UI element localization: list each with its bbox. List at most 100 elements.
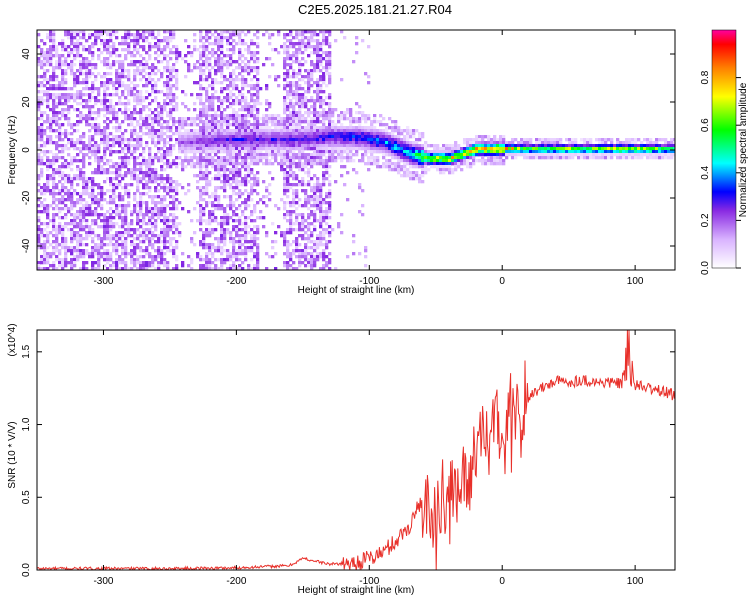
- spectrogram-cell: [298, 78, 302, 82]
- spectrogram-cell: [40, 132, 44, 136]
- spectrogram-cell: [118, 96, 122, 100]
- spectrogram-cell: [289, 39, 293, 43]
- spectrogram-cell: [64, 258, 68, 262]
- spectrogram-cell: [172, 249, 176, 253]
- spectrogram-cell: [229, 168, 233, 172]
- spectrogram-cell: [133, 258, 137, 262]
- spectrogram-cell: [172, 132, 176, 136]
- spectrogram-cell: [115, 252, 119, 256]
- spectrogram-cell: [166, 96, 170, 100]
- spectrogram-cell: [166, 120, 170, 124]
- spectrogram-cell: [76, 258, 80, 262]
- spectrogram-cell: [238, 228, 242, 232]
- spectrogram-cell: [253, 57, 257, 61]
- spectrogram-cell: [271, 114, 275, 118]
- spectrogram-cell: [316, 129, 320, 133]
- spectrogram-cell: [244, 102, 248, 106]
- spectrogram-cell: [229, 144, 233, 148]
- spectrogram-cell: [265, 117, 269, 121]
- spectrogram-cell: [334, 126, 338, 130]
- spectrogram-cell: [250, 189, 254, 193]
- spectrogram-cell: [217, 150, 221, 154]
- spectrogram-cell: [355, 144, 359, 148]
- spectrogram-cell: [181, 207, 185, 211]
- spectrogram-cell: [157, 102, 161, 106]
- spectrogram-cell: [286, 210, 290, 214]
- spectrogram-cell: [250, 168, 254, 172]
- spectrogram-cell: [364, 72, 368, 76]
- spectrogram-cell: [382, 135, 386, 139]
- spectrogram-cell: [238, 123, 242, 127]
- spectrogram-cell: [142, 183, 146, 187]
- spectrogram-cell: [283, 252, 287, 256]
- spectrogram-cell: [112, 216, 116, 220]
- spectrogram-cell: [307, 156, 311, 160]
- spectrogram-cell: [319, 102, 323, 106]
- spectrogram-cell: [190, 159, 194, 163]
- spectrogram-cell: [316, 198, 320, 202]
- spectrogram-cell: [238, 36, 242, 40]
- spectrogram-cell: [151, 222, 155, 226]
- spectrogram-cell: [73, 30, 77, 34]
- spectrogram-cell: [349, 129, 353, 133]
- spectrogram-cell: [220, 204, 224, 208]
- spectrogram-cell: [241, 84, 245, 88]
- spectrogram-cell: [82, 156, 86, 160]
- spectrogram-cell: [343, 135, 347, 139]
- spectrogram-cell: [265, 57, 269, 61]
- spectrogram-cell: [319, 225, 323, 229]
- spectrogram-cell: [46, 231, 50, 235]
- spectrogram-cell: [232, 123, 236, 127]
- spectrogram-cell: [70, 195, 74, 199]
- spectrogram-cell: [190, 123, 194, 127]
- spectrogram-cell: [298, 168, 302, 172]
- spectrogram-cell: [247, 84, 251, 88]
- spectrogram-cell: [193, 108, 197, 112]
- spectrogram-cell: [232, 51, 236, 55]
- spectrogram-cell: [145, 204, 149, 208]
- spectrogram-cell: [346, 108, 350, 112]
- spectrogram-cell: [190, 162, 194, 166]
- spectrogram-cell: [361, 213, 365, 217]
- spectrogram-cell: [88, 186, 92, 190]
- spectrogram-cell: [268, 120, 272, 124]
- spectrogram-cell: [118, 141, 122, 145]
- spectrogram-cell: [202, 126, 206, 130]
- spectrogram-cell: [55, 114, 59, 118]
- spectrogram-cell: [328, 78, 332, 82]
- spectrogram-cell: [211, 219, 215, 223]
- spectrogram-cell: [64, 207, 68, 211]
- spectrogram-cell: [283, 213, 287, 217]
- spectrogram-cell: [118, 54, 122, 58]
- spectrogram-cell: [250, 132, 254, 136]
- spectrogram-cell: [319, 87, 323, 91]
- spectrogram-cell: [349, 132, 353, 136]
- spectrogram-cell: [199, 30, 203, 34]
- spectrogram-cell: [67, 87, 71, 91]
- spectrogram-cell: [316, 180, 320, 184]
- spectrogram-cell: [64, 216, 68, 220]
- spectrogram-cell: [82, 267, 86, 270]
- spectrogram-cell: [298, 72, 302, 76]
- spectrogram-cell: [379, 144, 383, 148]
- spectrogram-cell: [124, 147, 128, 151]
- spectrogram-cell: [292, 51, 296, 55]
- spectrogram-cell: [91, 267, 95, 270]
- spectrogram-cell: [298, 249, 302, 253]
- spectrogram-cell: [79, 66, 83, 70]
- spectrogram-cell: [163, 183, 167, 187]
- spectrogram-cell: [52, 264, 56, 268]
- spectrogram-cell: [175, 258, 179, 262]
- spectrogram-cell: [367, 81, 371, 85]
- spectrogram-cell: [367, 147, 371, 151]
- spectrogram-cell: [115, 48, 119, 52]
- spectrogram-cell: [130, 252, 134, 256]
- spectrogram-cell: [202, 219, 206, 223]
- spectrogram-cell: [319, 78, 323, 82]
- spectrogram-cell: [142, 255, 146, 259]
- spectrogram-cell: [376, 135, 380, 139]
- spectrogram-cell: [292, 144, 296, 148]
- spectrogram-cell: [289, 222, 293, 226]
- spectrogram-cell: [361, 135, 365, 139]
- spectrogram-cell: [253, 93, 257, 97]
